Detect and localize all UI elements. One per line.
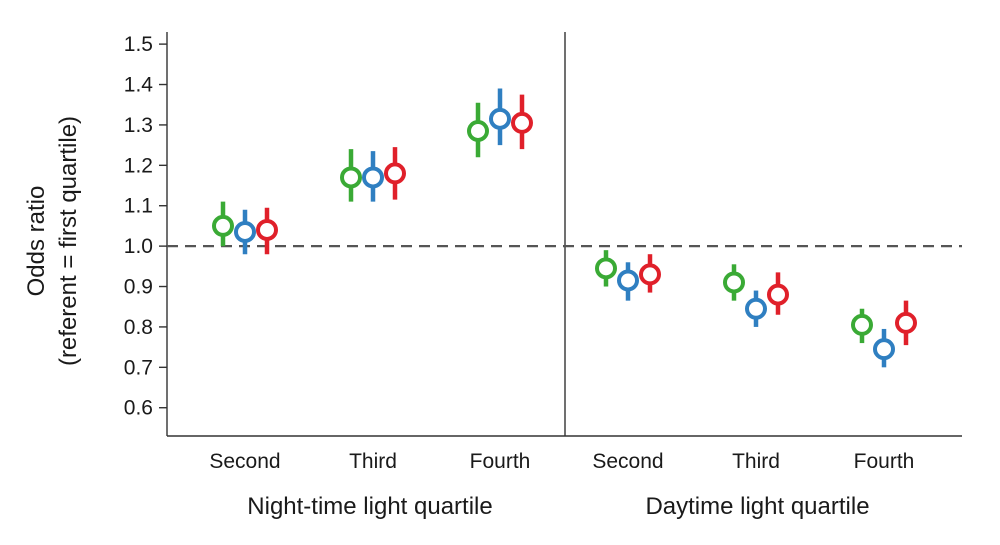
data-point: [895, 311, 917, 334]
data-point: [595, 257, 617, 280]
data-point: [384, 162, 406, 185]
data-point: [745, 297, 767, 320]
data-point: [362, 166, 384, 189]
labels-layer: Odds ratio (referent = first quartile) 0…: [23, 33, 914, 520]
data-point: [234, 220, 256, 243]
data-point: [489, 107, 511, 130]
y-tick-label: 0.8: [124, 316, 153, 339]
data-point: [767, 283, 789, 306]
x-tick-label: Fourth: [470, 450, 531, 473]
data-point: [212, 214, 234, 237]
data-point: [873, 338, 895, 361]
y-tick-label: 0.9: [124, 276, 153, 299]
data-point: [467, 119, 489, 142]
y-axis-label-line2: (referent = first quartile): [55, 116, 82, 366]
x-tick-label: Fourth: [854, 450, 915, 473]
group-label: Daytime light quartile: [645, 493, 869, 520]
x-tick-label: Third: [732, 450, 780, 473]
data-point: [639, 263, 661, 286]
data-point: [340, 166, 362, 189]
y-tick-label: 0.6: [124, 397, 153, 420]
x-tick-label: Second: [209, 450, 280, 473]
y-tick-label: 1.4: [124, 74, 154, 97]
data-point: [723, 271, 745, 294]
group-label: Night-time light quartile: [247, 493, 492, 520]
y-tick-label: 1.0: [124, 235, 153, 258]
data-point: [617, 269, 639, 292]
axes-layer: [159, 32, 962, 437]
data-point: [851, 313, 873, 336]
y-tick-label: 1.3: [124, 114, 153, 137]
data-point: [511, 111, 533, 134]
y-tick-label: 1.1: [124, 195, 153, 218]
marks-layer: [212, 88, 917, 368]
y-tick-label: 1.5: [124, 33, 153, 56]
x-tick-label: Third: [349, 450, 397, 473]
x-tick-label: Second: [592, 450, 663, 473]
y-tick-label: 0.7: [124, 356, 153, 379]
data-point: [256, 218, 278, 241]
y-axis-label-line1: Odds ratio: [23, 186, 50, 297]
y-tick-label: 1.2: [124, 154, 153, 177]
